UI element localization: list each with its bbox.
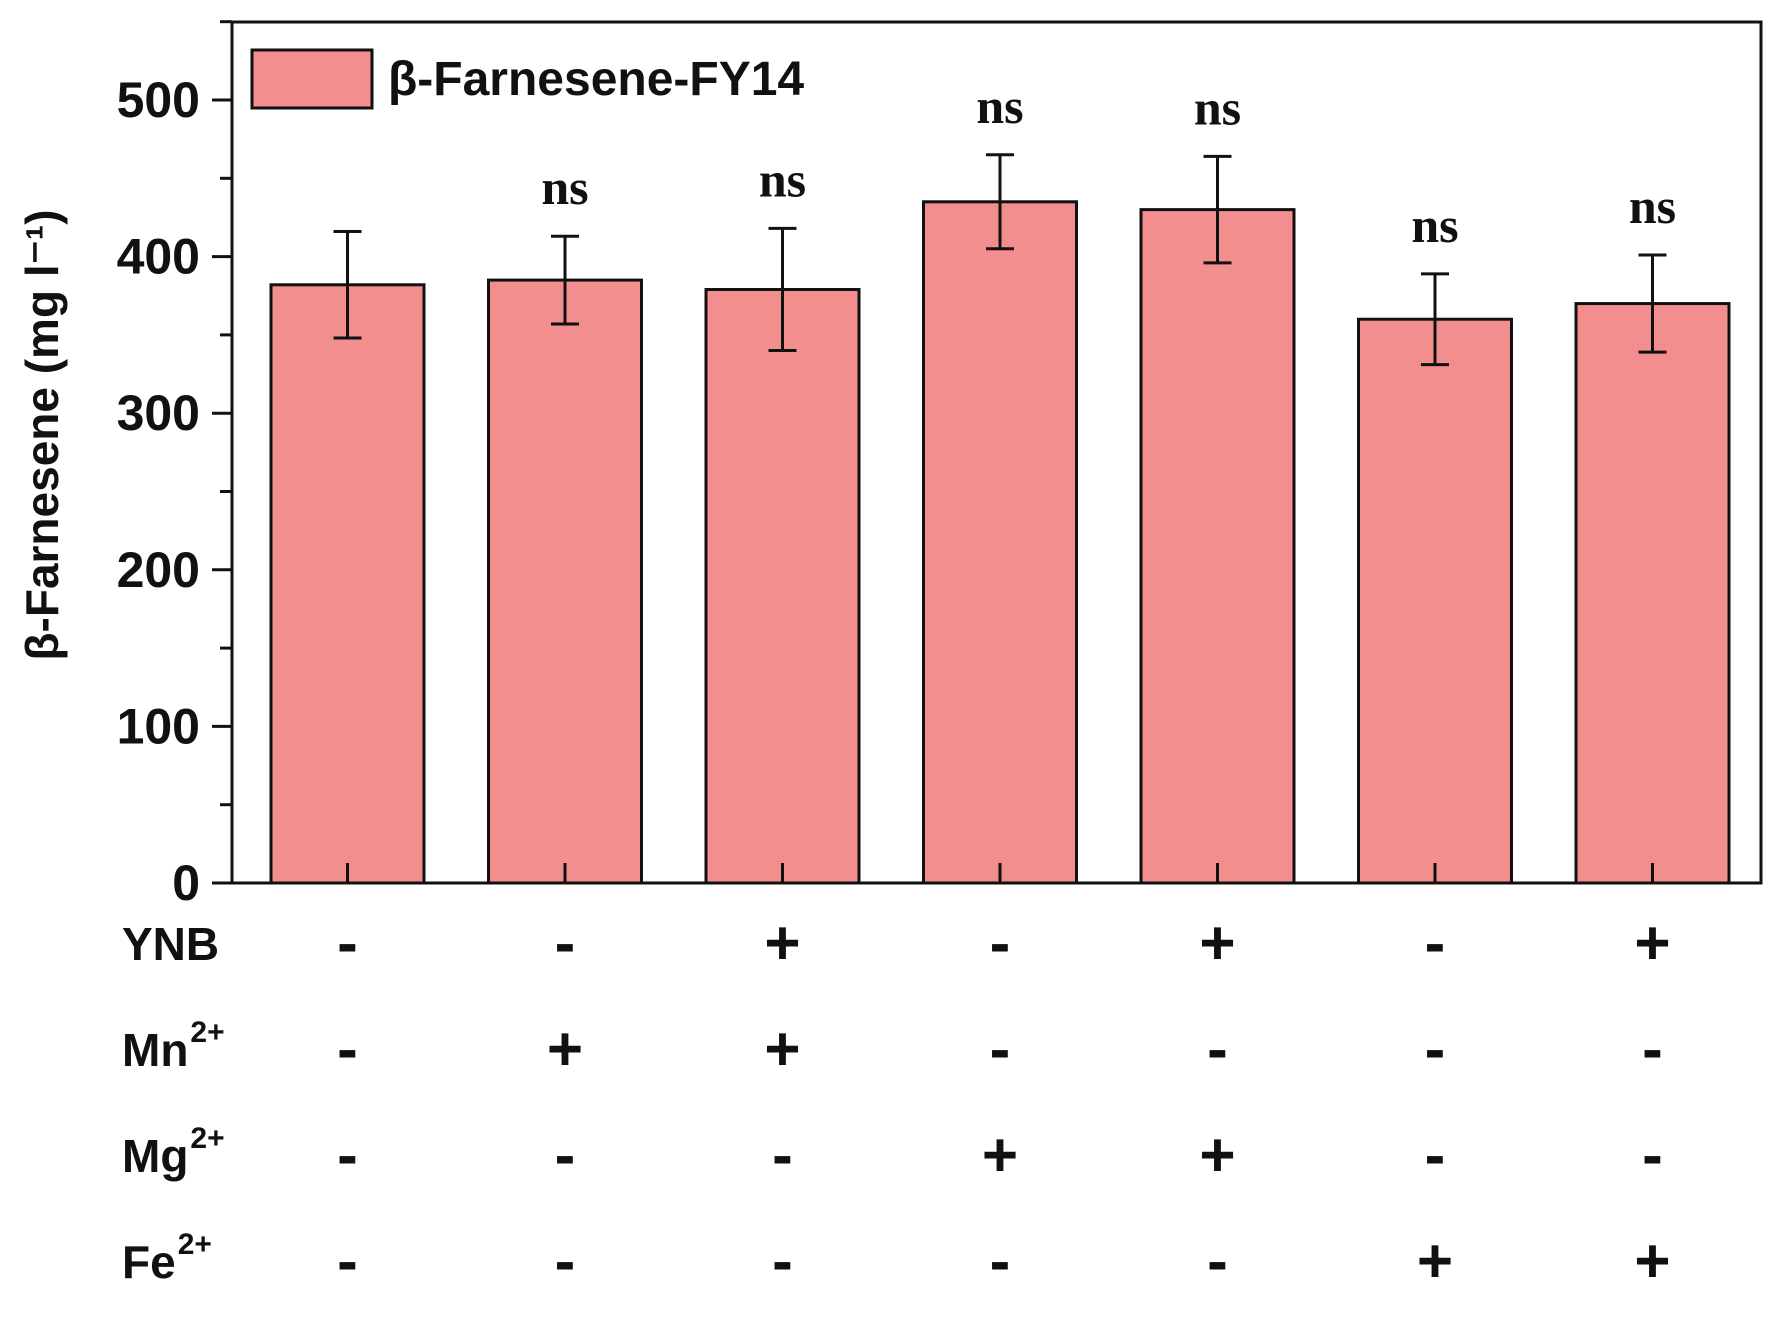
legend-label: β-Farnesene-FY14 [388,53,804,106]
bar-5 [1139,208,1296,885]
condition-superscript: 2+ [190,1016,224,1049]
condition-plus: + [1417,1227,1453,1296]
condition-row-mg: Mg 2+ - - - + + - - [122,1121,1663,1190]
condition-name: Mn [122,1024,188,1076]
significance-label: ns [1629,178,1676,234]
condition-plus: + [547,1015,583,1084]
bar-7 [1574,302,1731,885]
condition-minus: - [555,909,576,978]
condition-minus: - [1642,1121,1663,1190]
condition-plus: + [1199,909,1235,978]
error-bars [333,153,1667,367]
condition-minus: - [1425,1015,1446,1084]
condition-plus: + [764,909,800,978]
x-axis-ticks [346,863,1654,883]
y-tick-label: 100 [117,698,200,754]
condition-row-mn: Mn 2+ - + + - - - - [122,1015,1663,1084]
significance-label: ns [759,151,806,207]
condition-minus: - [337,909,358,978]
significance-labels: ns ns ns ns ns ns [541,78,1676,253]
y-tick-label: 200 [117,542,200,598]
significance-label: ns [976,78,1023,134]
bar-1 [269,283,426,885]
legend-swatch [250,48,374,110]
y-axis-title: β-Farnesene (mg l⁻¹) [16,209,68,660]
condition-minus: - [990,909,1011,978]
y-axis-tick-labels: 0 100 200 300 400 500 [117,72,200,911]
condition-minus: - [990,1015,1011,1084]
condition-name: Fe [122,1236,176,1288]
condition-superscript: 2+ [178,1228,212,1261]
condition-minus: - [337,1121,358,1190]
bar-4 [922,200,1078,885]
condition-name: YNB [122,918,219,970]
bar-3 [704,287,861,885]
condition-plus: + [1634,1227,1670,1296]
y-tick-label: 500 [117,72,200,128]
y-tick-label: 300 [117,385,200,441]
condition-minus: - [1642,1015,1663,1084]
condition-minus: - [1207,1015,1228,1084]
significance-label: ns [541,159,588,215]
condition-plus: + [1634,909,1670,978]
bar-series [269,200,1731,885]
y-tick-label: 0 [172,855,200,911]
condition-superscript: 2+ [190,1122,224,1155]
plot-frame [230,20,1763,885]
significance-label: ns [1411,197,1458,253]
condition-row-ynb: YNB - - + - + - + [122,909,1671,978]
condition-minus: - [772,1227,793,1296]
condition-minus: - [772,1121,793,1190]
condition-minus: - [1425,1121,1446,1190]
legend: β-Farnesene-FY14 [250,48,804,110]
condition-minus: - [555,1121,576,1190]
condition-table: YNB - - + - + - +Mn 2+ - + + - - - -Mg 2+ - - - + + - -Fe 2+ - - - -… [122,909,1671,1296]
condition-name: Mg [122,1130,188,1182]
y-tick-label: 400 [117,229,200,285]
condition-plus: + [1199,1121,1235,1190]
condition-row-fe: Fe 2+ - - - - - + + [122,1227,1671,1296]
condition-minus: - [990,1227,1011,1296]
condition-minus: - [337,1227,358,1296]
condition-minus: - [1207,1227,1228,1296]
bar-6 [1357,317,1513,885]
significance-label: ns [1194,79,1241,135]
condition-minus: - [555,1227,576,1296]
y-axis-ticks [212,20,232,885]
condition-minus: - [337,1015,358,1084]
condition-plus: + [982,1121,1018,1190]
condition-minus: - [1425,909,1446,978]
bar-2 [487,278,643,885]
condition-plus: + [764,1015,800,1084]
